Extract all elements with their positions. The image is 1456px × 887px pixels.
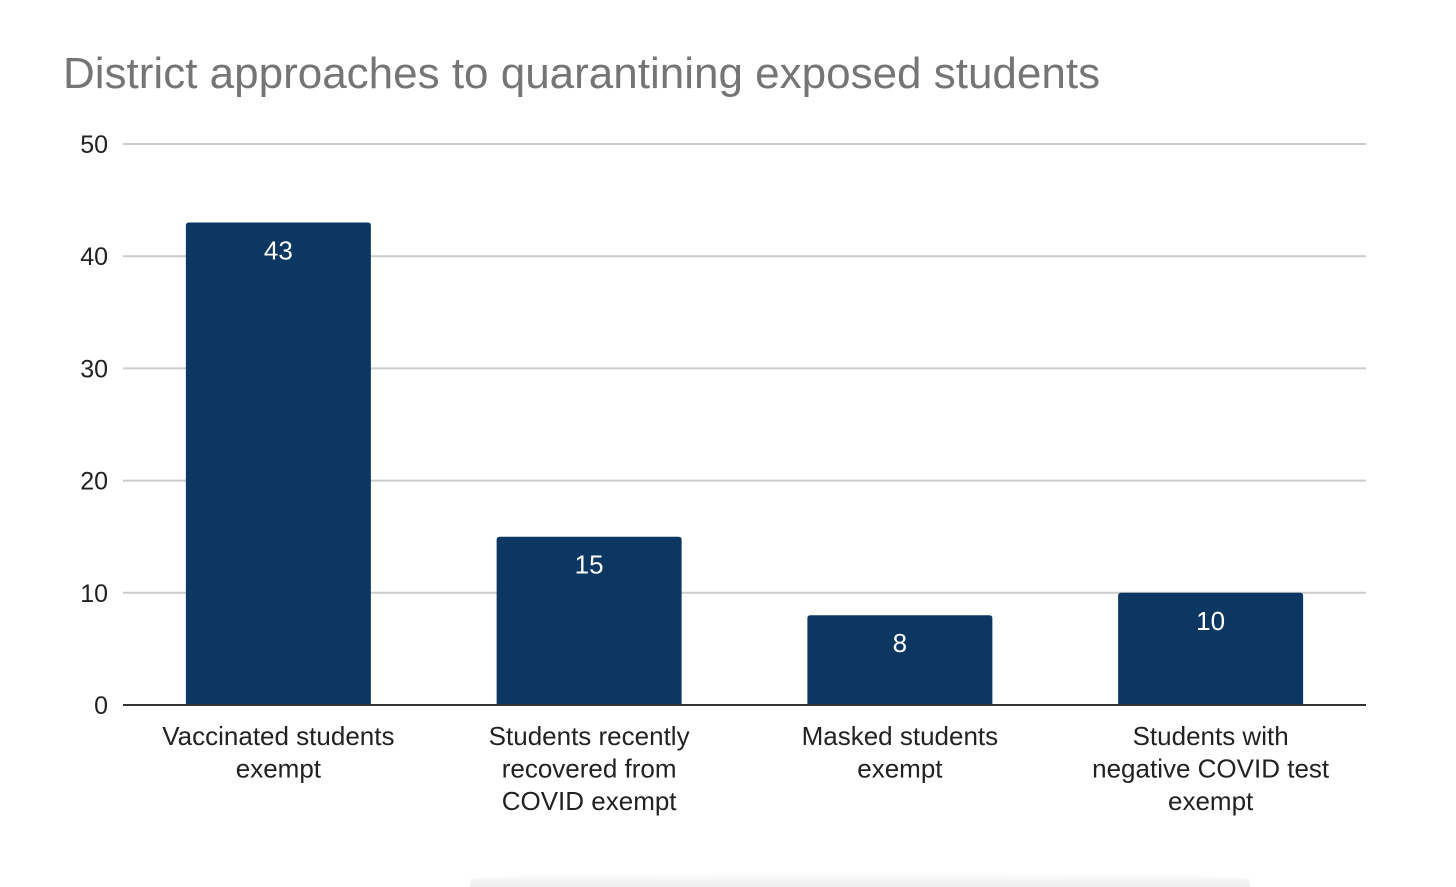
- y-axis-ticks: 0 10 20 30 40 50: [80, 131, 108, 720]
- category-label-line: Students recently: [489, 721, 690, 751]
- y-tick-label: 20: [80, 468, 108, 496]
- y-tick-label: 40: [80, 243, 108, 271]
- category-label-line: Masked students: [802, 721, 999, 751]
- y-tick-label: 50: [80, 131, 108, 159]
- category-label: Students with negative COVID test exempt: [1092, 721, 1330, 816]
- category-label-line: negative COVID test: [1092, 754, 1330, 784]
- data-label: 8: [893, 628, 907, 658]
- category-label-line: Vaccinated students: [162, 721, 394, 751]
- bars: [185, 222, 1304, 706]
- bar: [496, 536, 682, 705]
- category-label-line: Students with: [1133, 721, 1289, 751]
- chart-title: District approaches to quarantining expo…: [63, 49, 1100, 98]
- y-tick-label: 10: [80, 580, 108, 608]
- category-label-line: COVID exempt: [502, 786, 678, 816]
- data-label: 10: [1196, 606, 1225, 636]
- bar: [1118, 592, 1304, 705]
- data-label: 15: [575, 550, 604, 580]
- bottom-shadow: [470, 872, 1250, 887]
- y-tick-label: 0: [94, 692, 108, 720]
- category-label: Masked students exempt: [802, 721, 999, 784]
- category-label-line: recovered from: [502, 754, 677, 784]
- category-label-line: exempt: [857, 754, 943, 784]
- category-label-line: exempt: [236, 754, 322, 784]
- category-label-line: exempt: [1168, 786, 1254, 816]
- data-labels: 43 15 8 10: [264, 236, 1225, 659]
- bar: [185, 222, 371, 706]
- bar: [807, 615, 993, 705]
- category-label: Vaccinated students exempt: [162, 721, 394, 784]
- category-label: Students recently recovered from COVID exe…: [489, 721, 690, 816]
- data-label: 43: [264, 236, 293, 266]
- y-tick-label: 30: [80, 355, 108, 383]
